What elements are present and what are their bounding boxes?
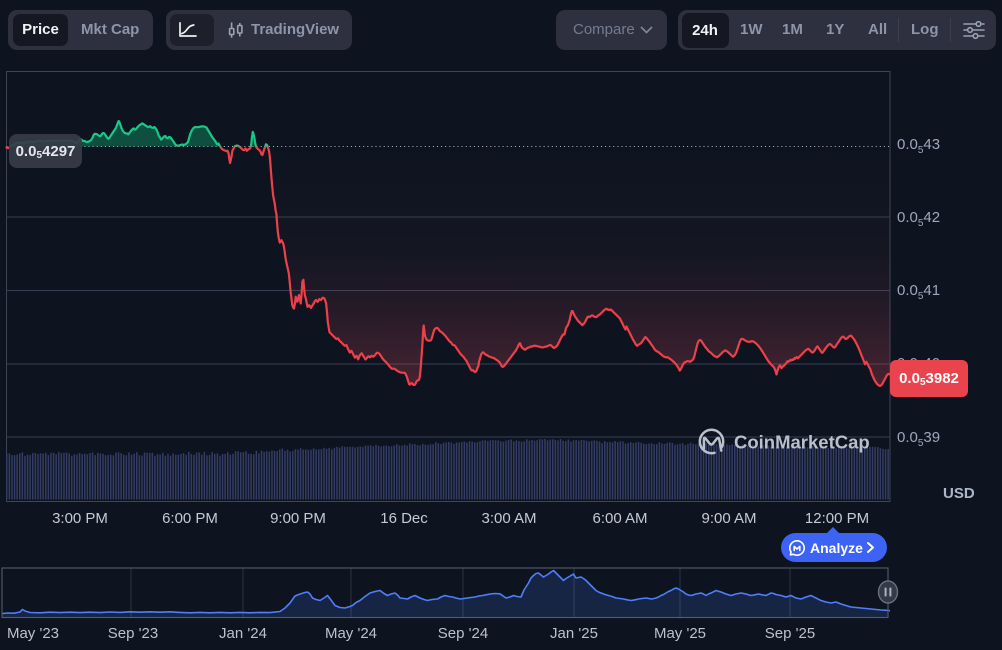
svg-text:CoinMarketCap: CoinMarketCap	[734, 432, 870, 453]
